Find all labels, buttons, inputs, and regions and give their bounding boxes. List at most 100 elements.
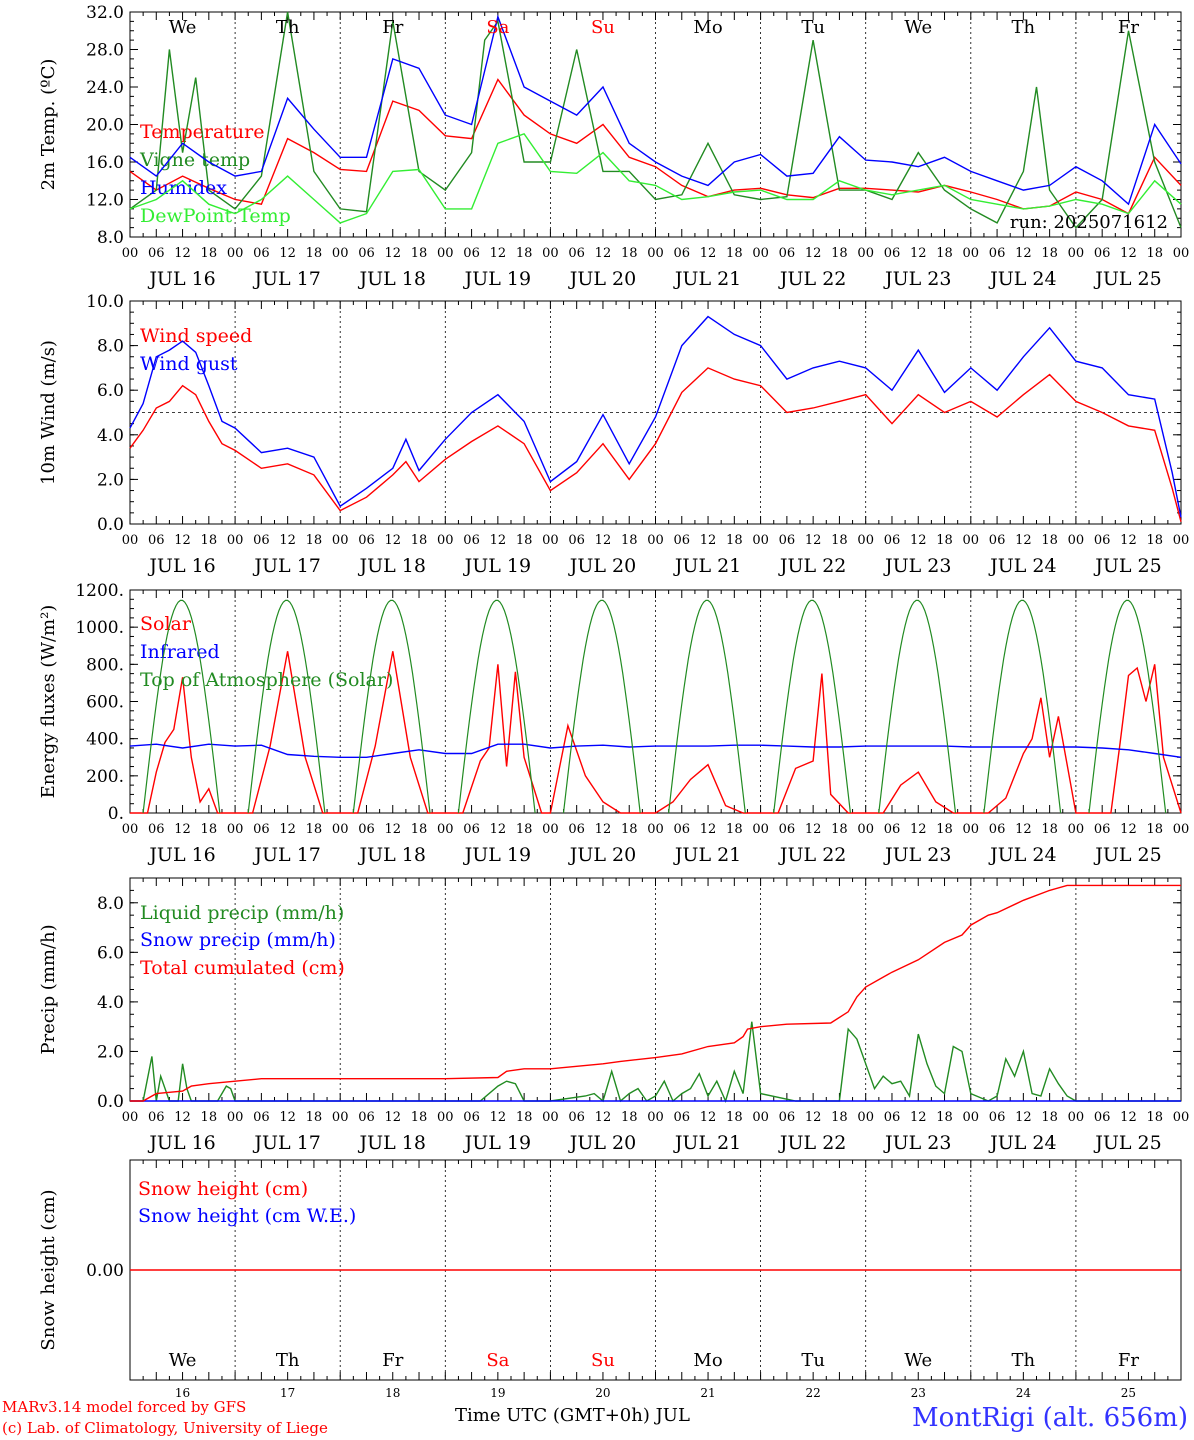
x-date-label: JUL 22 bbox=[778, 555, 846, 577]
y-axis-title: 10m Wind (m/s) bbox=[38, 340, 59, 485]
x-hour-label: 06 bbox=[884, 246, 901, 261]
x-hour-label: 12 bbox=[1015, 1110, 1032, 1125]
weekday-label: We bbox=[904, 17, 932, 38]
weekday-label: Fr bbox=[1118, 1350, 1139, 1371]
x-hour-label: 06 bbox=[253, 1110, 270, 1125]
x-hour-label: 06 bbox=[1094, 1110, 1111, 1125]
legend-entry: Liquid precip (mm/h) bbox=[140, 902, 344, 924]
panel-1: 8.0 12.0 16.0 20.0 24.0 28.0 32.0 2m Temp. (ºC)… bbox=[38, 3, 1189, 290]
series-line bbox=[130, 651, 1182, 814]
x-hour-label: 06 bbox=[884, 533, 901, 548]
x-hour-label: 12 bbox=[805, 533, 822, 548]
x-hour-label: 00 bbox=[647, 822, 664, 837]
x-hour-label: 00 bbox=[122, 1110, 139, 1125]
x-hour-label: 12 bbox=[595, 1110, 612, 1125]
x-hour-label: 00 bbox=[542, 822, 559, 837]
x-hour-label: 06 bbox=[253, 246, 270, 261]
x-hour-label: 18 bbox=[936, 246, 953, 261]
panel-4: 0.0 2.0 4.0 6.0 8.0 Precip (mm/h) Liquid preci… bbox=[38, 877, 1189, 1154]
x-date-label: JUL 16 bbox=[147, 268, 215, 290]
x-hour-label: 00 bbox=[752, 1110, 769, 1125]
x-date-label: JUL 21 bbox=[673, 1132, 741, 1154]
series-line bbox=[129, 11, 1182, 229]
y-tick-label: 32.0 bbox=[86, 3, 124, 23]
y-axis-title: Precip (mm/h) bbox=[38, 924, 59, 1054]
x-hour-label: 00 bbox=[227, 1110, 244, 1125]
x-hour-label: 12 bbox=[700, 822, 717, 837]
x-hour-label: 18 bbox=[516, 1110, 533, 1125]
x-hour-label: 00 bbox=[542, 533, 559, 548]
x-date-label: JUL 25 bbox=[1093, 268, 1161, 290]
x-date-label: JUL 16 bbox=[147, 1132, 215, 1154]
x-hour-label: 18 bbox=[726, 533, 743, 548]
x-hour-label: 00 bbox=[227, 533, 244, 548]
x-date-label: JUL 20 bbox=[568, 555, 636, 577]
x-date-label: JUL 18 bbox=[358, 268, 426, 290]
x-date-label: JUL 24 bbox=[988, 268, 1056, 290]
x-hour-label: 12 bbox=[910, 1110, 927, 1125]
x-hour-label: 00 bbox=[963, 246, 980, 261]
x-hour-label: 12 bbox=[279, 1110, 296, 1125]
y-tick-label: 12.0 bbox=[86, 191, 124, 211]
x-hour-label: 12 bbox=[490, 246, 507, 261]
weekday-label: Fr bbox=[382, 1350, 403, 1371]
toa-solar-arc bbox=[457, 599, 536, 814]
x-hour-label: 06 bbox=[674, 246, 691, 261]
x-hour-label: 18 bbox=[306, 822, 323, 837]
x-day-number: 17 bbox=[280, 1386, 295, 1400]
x-hour-label: 06 bbox=[1094, 533, 1111, 548]
series-line bbox=[129, 743, 1182, 758]
x-hour-label: 18 bbox=[1146, 533, 1163, 548]
toa-solar-arc bbox=[878, 599, 957, 814]
x-hour-label: 18 bbox=[411, 246, 428, 261]
weekday-label: Mo bbox=[693, 1350, 722, 1371]
x-hour-label: 00 bbox=[332, 246, 349, 261]
x-hour-label: 06 bbox=[989, 533, 1006, 548]
x-hour-label: 18 bbox=[621, 246, 638, 261]
toa-solar-arc bbox=[983, 599, 1062, 814]
x-hour-label: 00 bbox=[857, 246, 874, 261]
x-hour-label: 00 bbox=[227, 246, 244, 261]
x-hour-label: 18 bbox=[411, 1110, 428, 1125]
x-hour-label: 12 bbox=[805, 246, 822, 261]
x-hour-label: 00 bbox=[857, 1110, 874, 1125]
x-day-number: 18 bbox=[385, 1386, 400, 1400]
x-date-label: JUL 16 bbox=[147, 555, 215, 577]
x-date-label: JUL 25 bbox=[1093, 844, 1161, 866]
x-hour-label: 00 bbox=[332, 822, 349, 837]
y-tick-label: 6.0 bbox=[97, 943, 124, 963]
x-hour-label: 00 bbox=[752, 246, 769, 261]
x-hour-label: 18 bbox=[621, 1110, 638, 1125]
x-hour-label: 06 bbox=[568, 822, 585, 837]
x-hour-label: 06 bbox=[989, 822, 1006, 837]
x-hour-label: 12 bbox=[1120, 533, 1137, 548]
y-tick-label: 0. bbox=[108, 804, 124, 824]
x-hour-label: 18 bbox=[831, 822, 848, 837]
x-hour-label: 06 bbox=[568, 533, 585, 548]
series-line bbox=[129, 14, 1182, 206]
y-axis-title: 2m Temp. (ºC) bbox=[38, 59, 59, 191]
x-hour-label: 00 bbox=[437, 246, 454, 261]
y-axis-title: Energy fluxes (W/m²) bbox=[38, 605, 59, 799]
toa-solar-arc bbox=[247, 599, 326, 814]
legend-entry: Wind speed bbox=[140, 325, 252, 347]
y-tick-label: 8.0 bbox=[97, 228, 124, 248]
x-hour-label: 12 bbox=[910, 533, 927, 548]
x-hour-label: 00 bbox=[227, 822, 244, 837]
x-hour-label: 18 bbox=[726, 822, 743, 837]
y-tick-label: 800. bbox=[86, 655, 124, 675]
x-hour-label: 06 bbox=[1094, 246, 1111, 261]
x-hour-label: 06 bbox=[779, 822, 796, 837]
x-hour-label: 06 bbox=[463, 822, 480, 837]
x-date-label: JUL 25 bbox=[1093, 1132, 1161, 1154]
y-tick-label: 2.0 bbox=[97, 1042, 124, 1062]
x-date-label: JUL 19 bbox=[463, 268, 531, 290]
y-tick-label: 6.0 bbox=[97, 381, 124, 401]
x-day-number: 23 bbox=[911, 1386, 926, 1400]
x-hour-label: 06 bbox=[989, 246, 1006, 261]
x-hour-label: 12 bbox=[1120, 1110, 1137, 1125]
x-hour-label: 00 bbox=[647, 246, 664, 261]
x-hour-label: 06 bbox=[148, 822, 165, 837]
weekday-label: Su bbox=[591, 17, 615, 38]
x-date-label: JUL 17 bbox=[252, 555, 320, 577]
